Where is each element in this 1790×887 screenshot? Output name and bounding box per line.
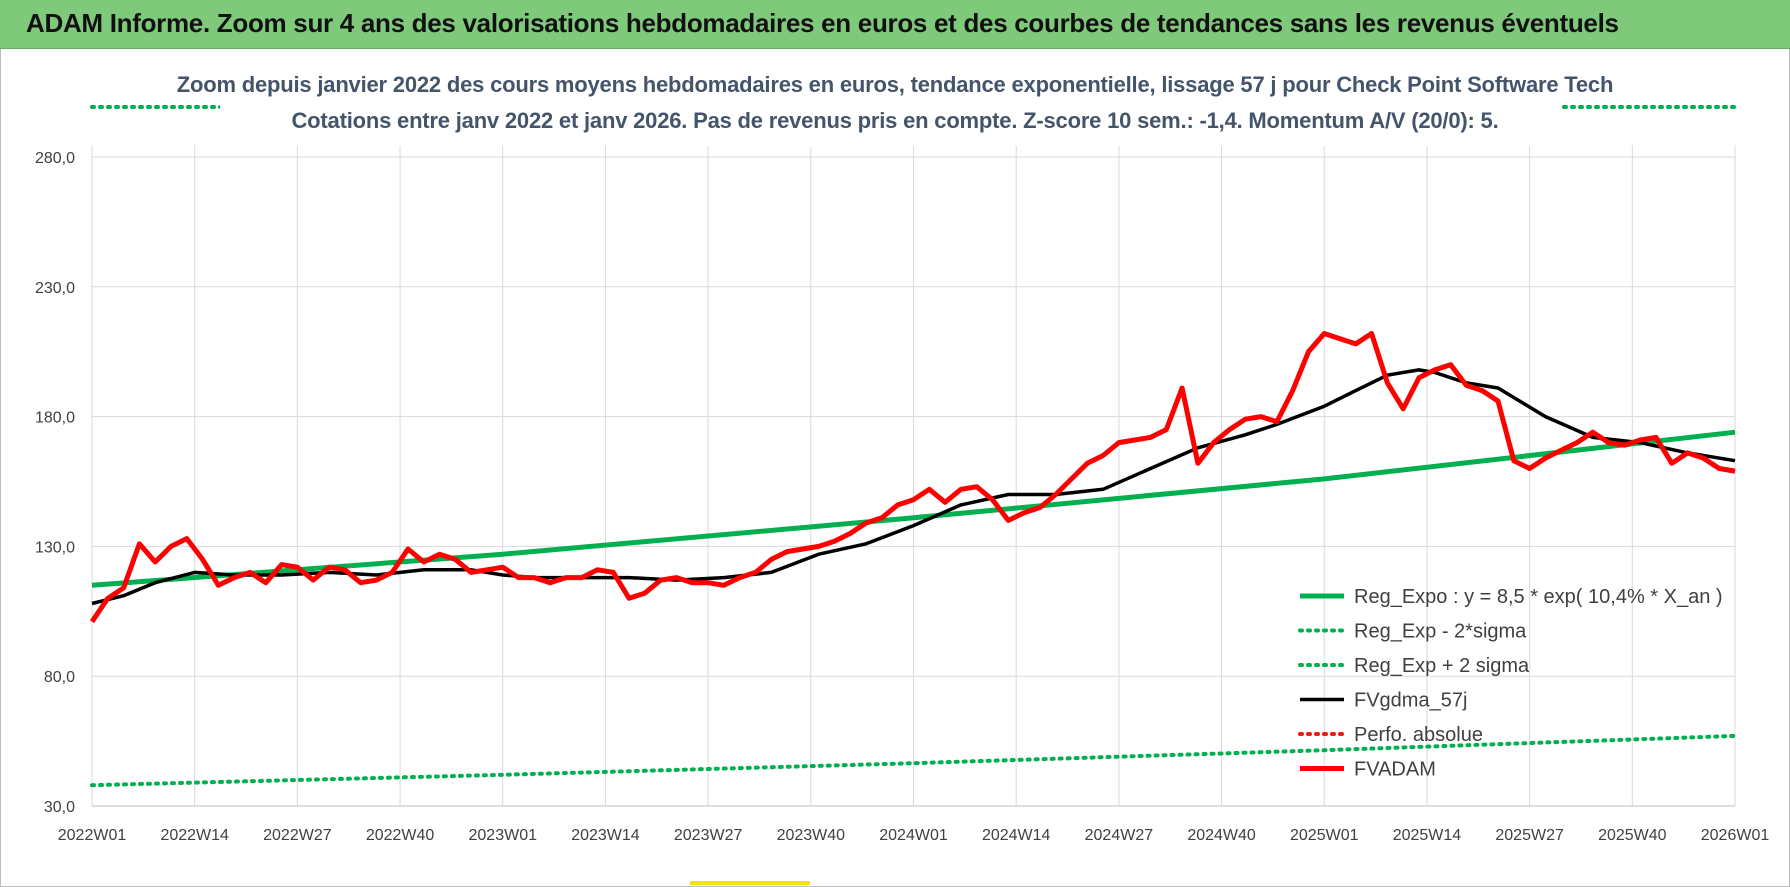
legend-label: Reg_Expo : y = 8,5 * exp( 10,4% * X_an ) — [1354, 586, 1723, 608]
legend-label: Perfo. absolue — [1354, 724, 1483, 746]
legend-label: FVgdma_57j — [1354, 690, 1467, 712]
y-tick-label: 280,0 — [35, 150, 75, 167]
report-title: ADAM Informe. Zoom sur 4 ans des valoris… — [26, 8, 1619, 38]
x-tick-label: 2024W14 — [982, 827, 1051, 844]
series-line-fvadam — [89, 331, 1736, 624]
y-axis-ticks: 30,0 80,0 130,0 180,0 230,0 280,0 — [35, 150, 75, 816]
series-line-reg-expo-y-8-5-exp-10-4-x-an — [91, 429, 1736, 588]
y-tick-label: 230,0 — [35, 280, 75, 297]
chart-legend: Reg_Expo : y = 8,5 * exp( 10,4% * X_an )… — [1298, 586, 1723, 781]
x-tick-label: 2024W40 — [1187, 827, 1256, 844]
x-tick-label: 2023W14 — [571, 827, 640, 844]
chart-grid — [91, 145, 1736, 807]
report-banner: ADAM Informe. Zoom sur 4 ans des valoris… — [0, 0, 1790, 49]
x-tick-label: 2026W01 — [1701, 827, 1770, 844]
y-tick-label: 30,0 — [44, 799, 75, 816]
x-tick-label: 2022W27 — [263, 827, 332, 844]
legend-label: Reg_Exp - 2*sigma — [1354, 621, 1527, 643]
x-tick-label: 2025W27 — [1495, 827, 1564, 844]
x-tick-label: 2023W01 — [469, 827, 538, 844]
x-tick-label: 2023W40 — [777, 827, 846, 844]
x-tick-label: 2025W01 — [1290, 827, 1359, 844]
title-background-top — [220, 64, 1560, 146]
chart-title: Zoom depuis janvier 2022 des cours moyen… — [176, 72, 1614, 97]
x-tick-label: 2025W40 — [1598, 827, 1667, 844]
legend-label: FVADAM — [1354, 759, 1436, 781]
y-tick-label: 180,0 — [35, 410, 75, 427]
chart-series — [89, 64, 1737, 788]
x-axis-ticks: 2022W01 2022W14 2022W27 2022W40 2023W01 2023W… — [58, 827, 1770, 844]
x-tick-label: 2022W40 — [366, 827, 435, 844]
x-tick-label: 2025W14 — [1393, 827, 1462, 844]
x-tick-label: 2022W14 — [160, 827, 229, 844]
legend-label: Reg_Exp + 2 sigma — [1354, 655, 1530, 677]
x-tick-label: 2023W27 — [674, 827, 743, 844]
x-tick-label: 2024W01 — [879, 827, 948, 844]
series-line-reg-exp-2-sigma — [90, 733, 1737, 788]
bottom-marker — [690, 881, 810, 885]
y-tick-label: 130,0 — [35, 539, 75, 556]
y-tick-label: 80,0 — [44, 669, 75, 686]
x-tick-label: 2022W01 — [58, 827, 127, 844]
chart-subtitle: Cotations entre janv 2022 et janv 2026. … — [291, 108, 1499, 133]
x-tick-label: 2024W27 — [1085, 827, 1154, 844]
